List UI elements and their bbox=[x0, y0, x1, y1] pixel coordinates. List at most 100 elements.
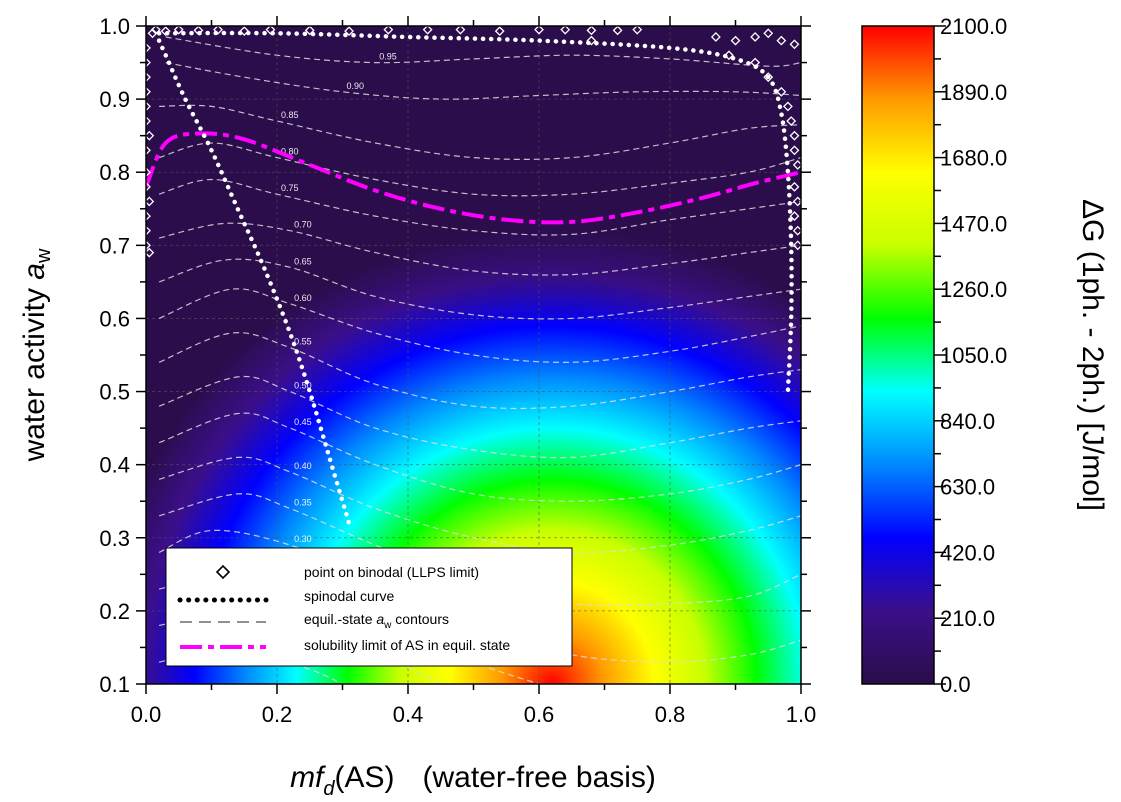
contour-label: 0.75 bbox=[281, 183, 299, 193]
binodal-point bbox=[724, 50, 734, 61]
colorbar: 0.0 210.0 420.0 630.0 840.0 1050.0 1260.0 1470.… bbox=[861, 14, 1109, 697]
contour-line bbox=[158, 375, 801, 459]
binodal-point bbox=[586, 25, 597, 36]
binodal-point bbox=[422, 24, 433, 35]
solubility-limit-line bbox=[146, 131, 801, 225]
legend-entry-solubility: solubility limit of AS in equil. state bbox=[180, 637, 510, 653]
spinodal-branch bbox=[156, 38, 352, 526]
binodal-point bbox=[173, 24, 184, 35]
y-tick-label: 0.4 bbox=[99, 453, 130, 478]
binodal-point bbox=[632, 24, 643, 35]
spinodal-branch bbox=[156, 30, 794, 394]
y-axis-title: water activity aw bbox=[18, 248, 55, 462]
colorbar-tick-label: 630.0 bbox=[940, 475, 995, 500]
y-tick-label: 0.3 bbox=[99, 526, 130, 551]
contour-line bbox=[159, 104, 801, 160]
contour-line bbox=[158, 178, 801, 236]
legend-entry-binodal: point on binodal (LLPS limit) bbox=[215, 564, 479, 580]
x-axis-title: mfd(AS) (water-free basis) bbox=[290, 761, 656, 800]
colorbar-tick-label: 1260.0 bbox=[940, 277, 1007, 302]
binodal-point bbox=[344, 26, 354, 37]
x-tick-label: 0.0 bbox=[131, 702, 162, 727]
colorbar-tick-label: 2100.0 bbox=[940, 14, 1007, 39]
binodal-point bbox=[494, 26, 505, 37]
y-tick-label: 0.1 bbox=[99, 672, 130, 697]
legend-entry-contours: equil.-state aw contours bbox=[180, 611, 449, 631]
contour-line bbox=[165, 36, 801, 67]
legend-label: solubility limit of AS in equil. state bbox=[304, 637, 510, 653]
contour-line bbox=[158, 258, 801, 320]
contour-line bbox=[158, 332, 801, 410]
legend-label: spinodal curve bbox=[304, 588, 394, 604]
binodal-point bbox=[383, 24, 394, 35]
colorbar-tick-label: 210.0 bbox=[940, 606, 995, 631]
contour-label: 0.70 bbox=[294, 220, 312, 230]
binodal-point bbox=[782, 101, 793, 112]
binodal-point bbox=[612, 25, 623, 36]
binodal-point bbox=[763, 28, 774, 39]
binodal-point bbox=[150, 24, 161, 35]
x-tick-label: 0.4 bbox=[393, 702, 424, 727]
colorbar-tick-label: 1050.0 bbox=[940, 343, 1007, 368]
contour-label: 0.50 bbox=[294, 381, 312, 391]
contour-line bbox=[158, 456, 801, 554]
contour-label: 0.65 bbox=[294, 256, 312, 266]
binodal-point bbox=[776, 35, 787, 46]
binodal-point bbox=[789, 181, 800, 192]
legend-label: equil.-state aw contours bbox=[304, 611, 449, 631]
colorbar-title: ΔG (1ph. - 2ph.) [J/mol] bbox=[1076, 199, 1109, 511]
y-tick-label: 0.6 bbox=[99, 306, 130, 331]
contour-label: 0.60 bbox=[294, 293, 312, 303]
binodal-point bbox=[160, 26, 171, 37]
binodal-point bbox=[586, 35, 597, 46]
contour-label: 0.80 bbox=[281, 147, 299, 157]
binodal-point bbox=[455, 24, 466, 35]
colorbar-ticks bbox=[934, 25, 946, 685]
contour-label: 0.40 bbox=[294, 461, 312, 471]
binodal-point bbox=[304, 25, 315, 36]
contour-line bbox=[158, 412, 801, 502]
binodal-point bbox=[789, 211, 800, 222]
binodal-point bbox=[750, 57, 761, 68]
spinodal-curve bbox=[156, 30, 794, 526]
colorbar-tick-label: 420.0 bbox=[940, 540, 995, 565]
colorbar-tick-labels: 0.0 210.0 420.0 630.0 840.0 1050.0 1260.0 1470.… bbox=[940, 14, 1007, 697]
y-tick-label: 0.8 bbox=[99, 160, 130, 185]
binodal-point bbox=[560, 24, 571, 35]
binodal-point bbox=[786, 116, 797, 126]
contour-line bbox=[158, 222, 801, 276]
x-tick-label: 0.2 bbox=[262, 702, 293, 727]
colorbar-tick-label: 1470.0 bbox=[940, 211, 1007, 236]
legend-entry-spinodal: spinodal curve bbox=[177, 588, 394, 604]
y-tick-label: 0.5 bbox=[99, 380, 130, 405]
binodal-point bbox=[265, 24, 276, 35]
binodal-point bbox=[193, 25, 204, 36]
binodal-point bbox=[710, 32, 721, 42]
y-tick-label: 0.2 bbox=[99, 599, 130, 624]
binodal-point bbox=[789, 130, 800, 141]
binodal-point bbox=[776, 86, 787, 97]
binodal-point bbox=[789, 145, 800, 156]
x-tick-labels: 0.0 0.2 0.4 0.6 0.8 1.0 bbox=[131, 702, 817, 727]
binodal-point bbox=[750, 32, 761, 42]
y-tick-labels: 0.1 0.2 0.3 0.4 0.5 0.6 0.7 0.8 0.9 1.0 bbox=[99, 14, 130, 697]
binodal-point bbox=[730, 35, 741, 46]
colorbar-tick-label: 0.0 bbox=[940, 672, 971, 697]
contour-label: 0.30 bbox=[294, 534, 312, 544]
binodal-point bbox=[213, 24, 223, 35]
contour-line bbox=[158, 288, 801, 363]
y-tick-label: 0.7 bbox=[99, 233, 130, 258]
binodal-point bbox=[239, 26, 250, 37]
y-tick-label: 1.0 bbox=[99, 14, 130, 39]
contour-line bbox=[165, 62, 801, 100]
binodal-point bbox=[534, 24, 544, 35]
contour-label: 0.55 bbox=[294, 337, 312, 347]
colorbar-scale bbox=[861, 25, 935, 685]
x-tick-label: 1.0 bbox=[786, 702, 817, 727]
contour-line bbox=[158, 142, 801, 197]
binodal-point bbox=[147, 28, 158, 39]
colorbar-tick-label: 1890.0 bbox=[940, 80, 1007, 105]
axis-ticks bbox=[136, 16, 811, 694]
colorbar-tick-label: 1680.0 bbox=[940, 146, 1007, 171]
